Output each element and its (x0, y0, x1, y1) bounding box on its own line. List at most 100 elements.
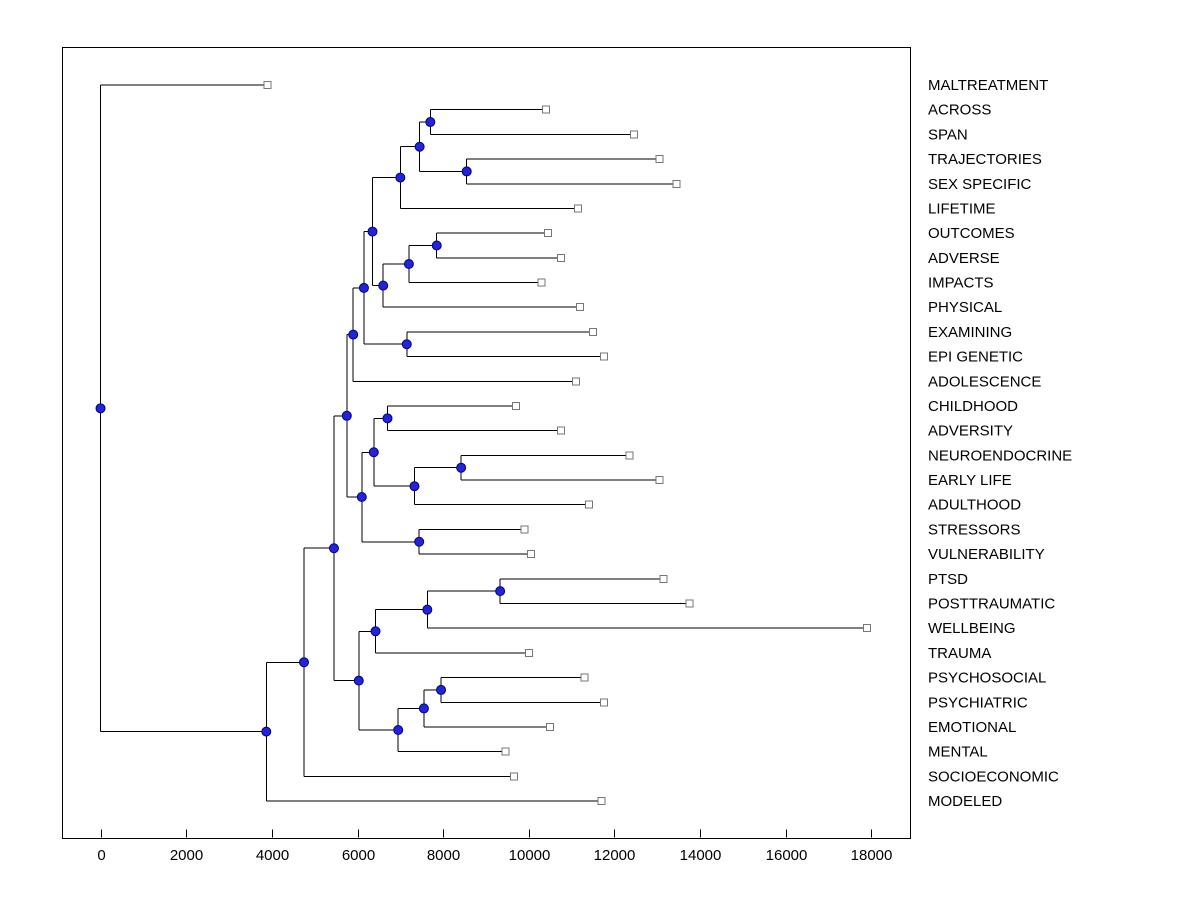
branch-node-marker (368, 447, 379, 458)
branch-node-marker (328, 543, 339, 554)
leaf-label: MENTAL (928, 744, 988, 761)
leaf-label: ADOLESCENCE (928, 373, 1041, 390)
leaf-node-marker (685, 599, 694, 608)
leaf-node-marker (659, 574, 668, 583)
leaf-label: ADVERSE (928, 250, 1000, 267)
leaf-label: SOCIOECONOMIC (928, 768, 1059, 785)
branch-node-marker (95, 403, 106, 414)
leaf-label: ADVERSITY (928, 423, 1013, 440)
leaf-label: WELLBEING (928, 620, 1016, 637)
leaf-label: MODELED (928, 793, 1002, 810)
branch-node-marker (403, 259, 414, 270)
leaf-node-marker (629, 130, 638, 139)
leaf-node-marker (520, 525, 529, 534)
leaf-node-marker (574, 204, 583, 213)
plot-box (62, 47, 911, 839)
branch-node-marker (378, 280, 389, 291)
leaf-label: EMOTIONAL (928, 719, 1016, 736)
leaf-node-marker (599, 352, 608, 361)
leaf-node-marker (571, 377, 580, 386)
leaf-label: EARLY LIFE (928, 472, 1012, 489)
branch-node-marker (401, 339, 412, 350)
branch-node-marker (414, 141, 425, 152)
x-axis-tick-label: 6000 (342, 847, 375, 864)
leaf-node-marker (625, 451, 634, 460)
leaf-label: CHILDHOOD (928, 398, 1018, 415)
branch-node-marker (418, 703, 429, 714)
branch-node-marker (382, 413, 393, 424)
leaf-node-marker (263, 81, 272, 89)
leaf-label: EPI GENETIC (928, 349, 1023, 366)
leaf-node-marker (524, 648, 533, 657)
leaf-label: ACROSS (928, 102, 991, 119)
leaf-label: PSYCHIATRIC (928, 694, 1028, 711)
leaf-node-marker (537, 278, 546, 287)
x-axis-tick-label: 0 (97, 847, 105, 864)
branch-node-marker (436, 684, 447, 695)
branch-node-marker (422, 604, 433, 615)
leaf-label: TRAJECTORIES (928, 151, 1042, 168)
leaf-node-marker (556, 426, 565, 435)
branch-node-marker (353, 675, 364, 686)
leaf-node-marker (589, 327, 598, 336)
leaf-node-marker (526, 550, 535, 559)
leaf-node-marker (580, 673, 589, 682)
branch-node-marker (393, 725, 404, 736)
leaf-node-marker (509, 772, 518, 781)
leaf-node-marker (546, 722, 555, 731)
leaf-label: PHYSICAL (928, 299, 1002, 316)
leaf-label: STRESSORS (928, 521, 1021, 538)
branch-node-marker (425, 117, 436, 128)
leaf-label: MALTREATMENT (928, 77, 1048, 94)
leaf-label: POSTTRAUMATIC (928, 595, 1055, 612)
x-axis-tick-label: 16000 (766, 847, 808, 864)
x-axis-tick-label: 4000 (256, 847, 289, 864)
leaf-label: LIFETIME (928, 200, 996, 217)
leaf-node-marker (863, 624, 872, 633)
leaf-label: ADULTHOOD (928, 497, 1021, 514)
branch-node-marker (370, 626, 381, 637)
leaf-label: VULNERABILITY (928, 546, 1045, 563)
branch-node-marker (341, 410, 352, 421)
leaf-node-marker (544, 229, 553, 238)
leaf-label: PTSD (928, 571, 968, 588)
leaf-label: OUTCOMES (928, 225, 1015, 242)
x-axis-tick-label: 12000 (594, 847, 636, 864)
leaf-node-marker (655, 155, 664, 164)
branch-node-marker (395, 172, 406, 183)
leaf-node-marker (584, 500, 593, 509)
leaf-label: SPAN (928, 126, 968, 143)
branch-node-marker (356, 492, 367, 503)
branch-node-marker (495, 586, 506, 597)
branch-node-marker (431, 240, 442, 251)
x-axis-tick-label: 10000 (509, 847, 551, 864)
branch-node-marker (261, 726, 272, 737)
branch-node-marker (367, 226, 378, 237)
leaf-node-marker (511, 401, 520, 410)
branch-node-marker (298, 657, 309, 668)
x-axis-tick-label: 2000 (170, 847, 203, 864)
leaf-node-marker (599, 698, 608, 707)
leaf-node-marker (576, 303, 585, 312)
leaf-label: EXAMINING (928, 324, 1012, 341)
leaf-label: NEUROENDOCRINE (928, 447, 1072, 464)
branch-node-marker (358, 282, 369, 293)
branch-node-marker (348, 329, 359, 340)
leaf-label: PSYCHOSOCIAL (928, 670, 1046, 687)
leaf-label: TRAUMA (928, 645, 991, 662)
x-axis-tick-label: 18000 (851, 847, 893, 864)
x-axis-tick-label: 14000 (680, 847, 722, 864)
leaf-node-marker (501, 747, 510, 756)
leaf-node-marker (556, 253, 565, 262)
x-axis-tick-label: 8000 (427, 847, 460, 864)
leaf-node-marker (672, 179, 681, 188)
tree-branches (100, 84, 868, 802)
leaf-node-marker (655, 476, 664, 485)
leaf-label: SEX SPECIFIC (928, 176, 1032, 193)
branch-node-marker (409, 481, 420, 492)
leaf-label: IMPACTS (928, 275, 994, 292)
leaf-node-marker (597, 797, 606, 806)
branch-node-marker (456, 462, 467, 473)
